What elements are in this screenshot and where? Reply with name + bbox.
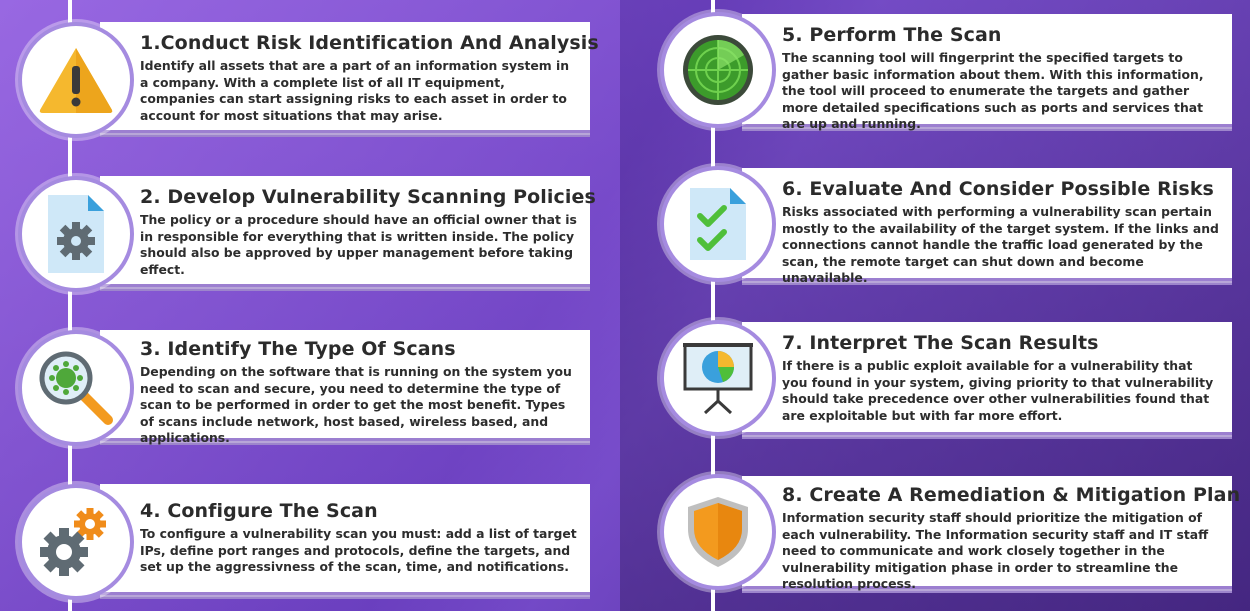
step-card-6: 6. Evaluate And Consider Possible Risks … xyxy=(742,168,1232,285)
step-icon-circle-8 xyxy=(660,474,776,590)
step-card-7: 7. Interpret The Scan Results If there i… xyxy=(742,322,1232,435)
step-icon-circle-7 xyxy=(660,320,776,436)
shield-icon xyxy=(688,497,748,567)
step-title: 8. Create A Remediation & Mitigation Pla… xyxy=(782,484,1241,506)
timeline-left xyxy=(68,0,72,611)
step-text: To configure a vulnerability scan you mu… xyxy=(140,526,577,575)
step-text: Information security staff should priori… xyxy=(782,510,1209,592)
step-text: If there is a public exploit available f… xyxy=(782,358,1214,423)
step-title: 1.Conduct Risk Identification And Analys… xyxy=(140,32,599,54)
timeline-right xyxy=(711,0,715,611)
document-gear-icon xyxy=(48,195,104,273)
warning-icon xyxy=(39,48,113,113)
step-card-3: 3. Identify The Type Of Scans Depending … xyxy=(100,330,590,445)
step-card-2: 2. Develop Vulnerability Scanning Polici… xyxy=(100,176,596,287)
step-title: 3. Identify The Type Of Scans xyxy=(140,338,456,360)
step-icon-circle-5 xyxy=(660,12,776,128)
step-icon-circle-2 xyxy=(18,176,134,292)
step-title: 4. Configure The Scan xyxy=(140,500,378,522)
step-card-4: 4. Configure The Scan To configure a vul… xyxy=(100,484,590,595)
step-icon-circle-6 xyxy=(660,166,776,282)
step-card-5: 5. Perform The Scan The scanning tool wi… xyxy=(742,14,1232,131)
magnifier-virus-icon xyxy=(39,351,113,425)
step-text: The policy or a procedure should have an… xyxy=(140,212,577,277)
step-icon-circle-1 xyxy=(18,22,134,138)
step-title: 7. Interpret The Scan Results xyxy=(782,332,1099,354)
step-title: 6. Evaluate And Consider Possible Risks xyxy=(782,178,1214,200)
checklist-icon xyxy=(690,188,746,260)
step-title: 5. Perform The Scan xyxy=(782,24,1002,46)
step-icon-circle-4 xyxy=(18,484,134,600)
step-card-1: 1.Conduct Risk Identification And Analys… xyxy=(100,22,599,133)
step-title: 2. Develop Vulnerability Scanning Polici… xyxy=(140,186,596,208)
step-text: Identify all assets that are a part of a… xyxy=(140,58,570,123)
step-text: Risks associated with performing a vulne… xyxy=(782,204,1219,286)
step-card-8: 8. Create A Remediation & Mitigation Pla… xyxy=(742,476,1241,591)
step-text: The scanning tool will fingerprint the s… xyxy=(782,50,1204,132)
gears-icon xyxy=(40,508,106,576)
step-text: Depending on the software that is runnin… xyxy=(140,364,572,446)
presentation-chart-icon xyxy=(683,343,753,415)
radar-icon xyxy=(683,35,753,105)
step-icon-circle-3 xyxy=(18,330,134,446)
